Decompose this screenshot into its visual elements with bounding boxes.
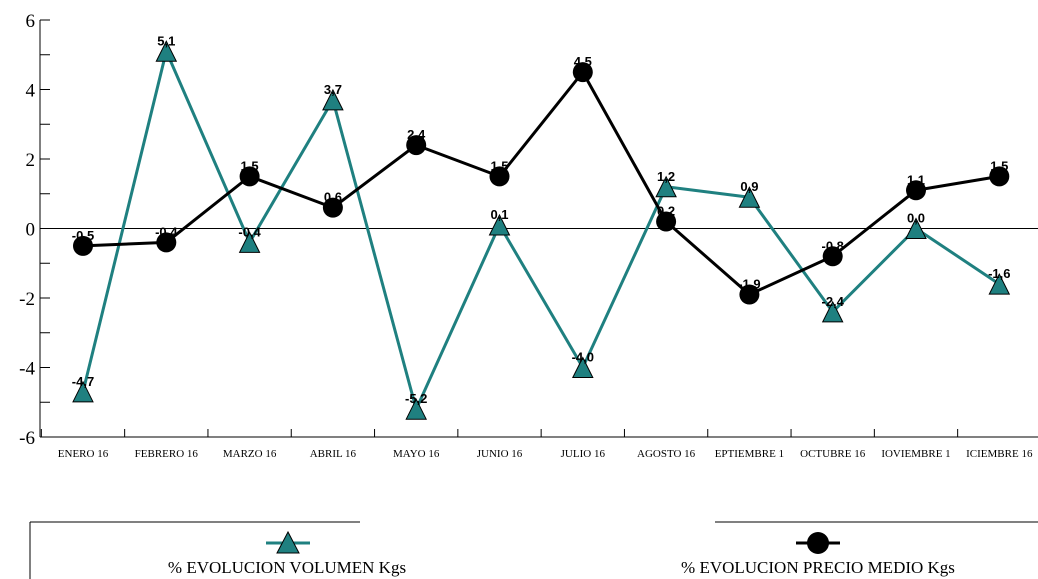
data-point-circle xyxy=(572,62,593,83)
data-label: -0,5 xyxy=(72,228,94,243)
legend-label: % EVOLUCION VOLUMEN Kgs xyxy=(168,558,406,577)
data-label: -5,2 xyxy=(405,391,427,406)
y-tick-label: 6 xyxy=(26,11,36,32)
data-label: 1,2 xyxy=(657,169,675,184)
x-tick-label: ABRIL 16 xyxy=(310,448,357,460)
data-label: 1,1 xyxy=(907,172,925,187)
data-point-circle xyxy=(156,232,177,253)
series-line xyxy=(81,49,1001,411)
data-point-triangle xyxy=(738,186,761,208)
data-point-triangle xyxy=(322,88,344,111)
data-point-circle xyxy=(906,180,926,201)
data-point-triangle xyxy=(238,231,261,253)
series-precio xyxy=(73,62,1010,305)
legend: % EVOLUCION VOLUMEN Kgs % EVOLUCION PRECI… xyxy=(29,521,1038,579)
data-label: -0,8 xyxy=(821,238,843,253)
series-layer: -4,7 5,1 -0,4 3,7 -5,2 0,1 -4,0 1,2 0,9 -2,4 0,0 -1… xyxy=(72,33,1011,420)
x-tick-label: ICIEMBRE 16 xyxy=(966,448,1033,460)
data-point-circle xyxy=(239,166,260,187)
data-point-circle xyxy=(656,211,677,232)
data-label: 5,1 xyxy=(157,33,175,48)
y-tick-label: 2 xyxy=(26,150,36,171)
x-tick-label: IOVIEMBRE 1 xyxy=(881,448,950,460)
data-label: 0,2 xyxy=(657,204,675,219)
data-point-triangle xyxy=(405,398,428,420)
data-point-circle xyxy=(822,246,843,267)
data-label: -4,0 xyxy=(572,350,594,365)
data-label: -0,4 xyxy=(155,224,178,239)
axes: -6 -4 -2 0 2 4 6 ENERO 16 FEBRERO 16 MARZO 16 ABRI… xyxy=(19,11,1038,460)
data-point-triangle xyxy=(821,300,844,323)
data-point-triangle xyxy=(905,217,927,239)
legend-item: % EVOLUCION PRECIO MEDIO Kgs xyxy=(681,532,955,577)
x-tick-label: EPTIEMBRE 1 xyxy=(715,448,784,460)
data-point-circle xyxy=(739,284,760,305)
y-tick-label: 0 xyxy=(26,220,36,241)
data-point-triangle xyxy=(988,272,1011,295)
data-label: 0,1 xyxy=(490,207,508,222)
legend-triangle-marker xyxy=(276,530,300,554)
y-tick-label: -4 xyxy=(19,359,35,380)
data-point-triangle xyxy=(155,40,178,62)
data-label: 1,5 xyxy=(490,158,508,173)
data-label: 1,5 xyxy=(241,158,259,173)
data-label: 1,5 xyxy=(990,158,1008,173)
data-point-triangle xyxy=(655,175,677,198)
data-label: 3,7 xyxy=(324,82,342,97)
y-tick-label: -6 xyxy=(19,428,35,449)
legend-label: % EVOLUCION PRECIO MEDIO Kgs xyxy=(681,558,955,577)
data-labels: -4,7 5,1 -0,4 3,7 -5,2 0,1 -4,0 1,2 0,9 -2,4 0,0 -1… xyxy=(72,33,1011,406)
data-point-triangle xyxy=(571,356,594,378)
series-volumen xyxy=(72,40,1011,420)
data-label: -2,4 xyxy=(821,294,844,309)
x-tick-label: JUNIO 16 xyxy=(477,448,523,460)
data-label: -0,4 xyxy=(238,224,261,239)
legend-item: % EVOLUCION VOLUMEN Kgs xyxy=(168,530,406,577)
data-point-circle xyxy=(489,166,510,187)
x-tick-label: FEBRERO 16 xyxy=(135,448,199,460)
x-tick-label: ENERO 16 xyxy=(58,448,109,460)
data-point-circle xyxy=(73,235,93,256)
data-point-circle xyxy=(406,135,427,156)
data-label: 0,6 xyxy=(324,190,342,205)
data-point-circle xyxy=(989,166,1010,187)
data-point-triangle xyxy=(488,213,511,236)
data-point-circle xyxy=(322,197,343,218)
x-tick-label: OCTUBRE 16 xyxy=(800,448,866,460)
x-tick-label: MARZO 16 xyxy=(223,448,277,460)
data-label: -1,6 xyxy=(988,266,1010,281)
x-tick-label: JULIO 16 xyxy=(561,448,606,460)
x-tick-label: AGOSTO 16 xyxy=(637,448,696,460)
data-label: -1,9 xyxy=(738,277,760,292)
y-tick-label: -2 xyxy=(19,289,35,310)
data-label: 4,5 xyxy=(574,54,592,69)
series-line xyxy=(82,70,1000,297)
data-label: 2,4 xyxy=(407,127,426,142)
data-point-triangle xyxy=(72,380,94,403)
data-label: -4,7 xyxy=(72,374,94,389)
data-label: 0,9 xyxy=(740,179,758,194)
legend-circle-marker xyxy=(807,532,829,554)
data-label: 0,0 xyxy=(907,211,925,226)
x-tick-label: MAYO 16 xyxy=(393,448,440,460)
y-tick-label: 4 xyxy=(26,81,36,102)
